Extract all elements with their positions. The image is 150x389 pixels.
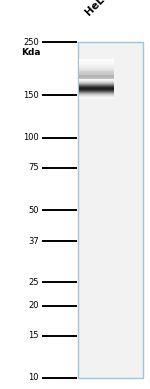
Bar <box>79 67 114 68</box>
Text: Kda: Kda <box>21 47 41 56</box>
Bar <box>79 71 114 72</box>
Bar <box>79 60 114 61</box>
Bar <box>79 60 114 61</box>
Bar <box>79 72 114 74</box>
Bar <box>79 69 114 70</box>
Text: 75: 75 <box>28 163 39 172</box>
Bar <box>79 78 114 79</box>
Text: 100: 100 <box>23 133 39 142</box>
Bar <box>78 42 143 378</box>
Bar <box>79 73 114 74</box>
Text: HeLa: HeLa <box>83 0 111 17</box>
Bar <box>79 74 114 75</box>
Bar <box>79 75 114 77</box>
Bar <box>79 65 114 66</box>
Bar <box>79 72 114 73</box>
Bar <box>79 67 114 69</box>
Bar <box>79 76 114 77</box>
Bar <box>79 77 114 78</box>
Bar <box>79 62 114 63</box>
Bar <box>79 61 114 62</box>
Text: 50: 50 <box>28 205 39 214</box>
Bar <box>79 63 114 64</box>
Text: 250: 250 <box>23 37 39 47</box>
Bar <box>79 63 114 65</box>
Bar <box>79 64 114 65</box>
Text: 150: 150 <box>23 91 39 100</box>
Bar <box>79 68 114 70</box>
Bar <box>79 66 114 67</box>
Text: 10: 10 <box>28 373 39 382</box>
Bar <box>79 70 114 71</box>
Bar <box>79 59 114 60</box>
Text: 37: 37 <box>28 237 39 246</box>
Text: 15: 15 <box>28 331 39 340</box>
Bar <box>79 75 114 76</box>
Text: 25: 25 <box>28 278 39 287</box>
Text: 20: 20 <box>28 301 39 310</box>
